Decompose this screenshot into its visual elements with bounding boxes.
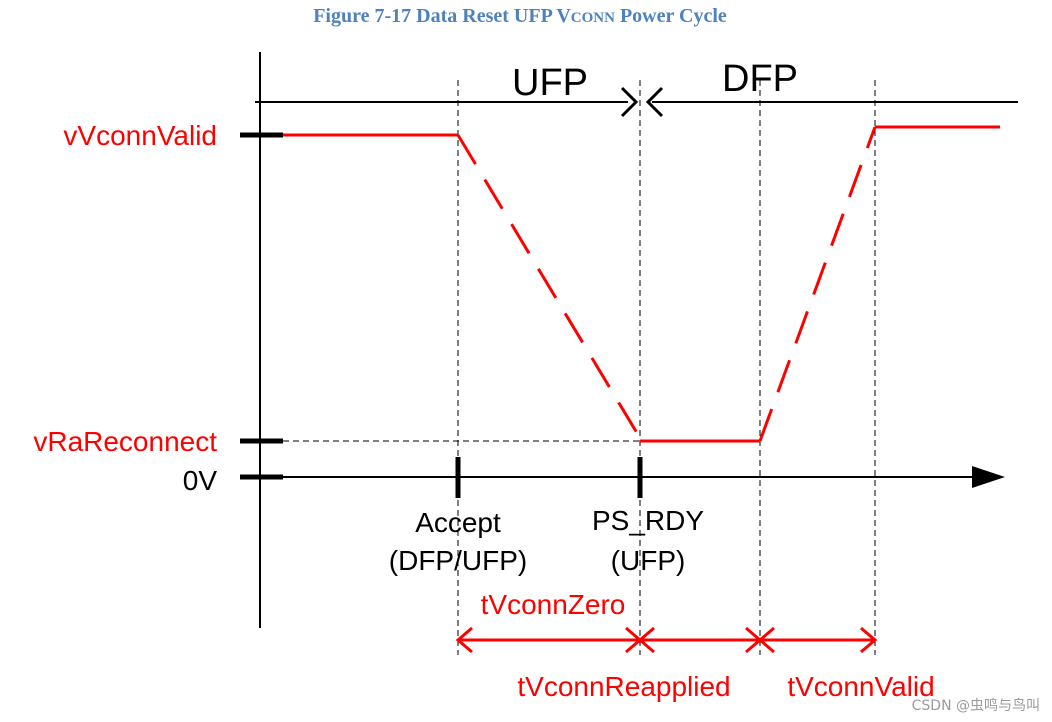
tvconnvalid-left-head — [757, 626, 775, 654]
tvconnvalid-right-head — [860, 626, 878, 654]
accept-label-line1: Accept — [415, 507, 501, 538]
tvconnzero-left-head — [455, 626, 473, 654]
tvconnreapplied-label: tVconnReapplied — [517, 671, 730, 702]
vconn-discharge-ramp — [456, 134, 642, 439]
psrdy-label-line1: PS_RDY — [592, 505, 704, 536]
tvconnvalid-label: tVconnValid — [787, 671, 934, 702]
ufp-label: UFP — [512, 62, 588, 104]
timing-arrows — [455, 626, 878, 654]
tvconnzero-label: tVconnZero — [481, 589, 626, 620]
tvconnreapplied-left-head — [637, 626, 655, 654]
accept-label-line2: (DFP/UFP) — [389, 545, 527, 576]
figure-title: Figure 7-17 Data Reset UFP VCONN Power C… — [313, 5, 727, 27]
time-axis-arrowhead — [972, 466, 1005, 488]
dfp-arrowhead — [645, 86, 664, 118]
vconnvalid-label: vVconnValid — [63, 120, 217, 151]
vrareconnect-label: vRaReconnect — [33, 426, 217, 457]
psrdy-label-line2: (UFP) — [611, 545, 686, 576]
ufp-arrowhead — [620, 86, 639, 118]
dfp-label: DFP — [722, 58, 798, 100]
vconn-recharge-ramp — [758, 126, 877, 442]
watermark-text: CSDN @虫鸣与鸟叫 — [912, 697, 1040, 714]
zero-volt-label: 0V — [183, 465, 218, 496]
